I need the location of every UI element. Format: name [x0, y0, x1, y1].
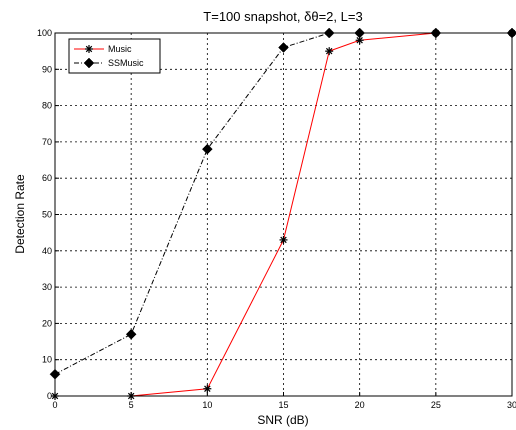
star-stroke — [85, 45, 93, 53]
legend: Music SSMusic — [68, 38, 161, 74]
chart-title: T=100 snapshot, δθ=2, L=3 — [203, 9, 362, 24]
y-tick-label: 60 — [42, 173, 52, 183]
star-stroke — [356, 37, 363, 44]
data-point-star — [203, 384, 212, 393]
legend-box — [68, 38, 161, 74]
grid — [55, 33, 512, 396]
x-tick-label: 20 — [355, 400, 365, 410]
y-tick-label: 50 — [42, 210, 52, 220]
y-tick-label: 80 — [42, 101, 52, 111]
series-ssmusic — [49, 27, 516, 380]
star-stroke — [204, 385, 211, 392]
data-point-diamond — [201, 143, 213, 155]
y-tick-label: 90 — [42, 64, 52, 74]
series-line — [55, 32, 512, 397]
y-tick-label: 0 — [47, 391, 52, 401]
y-tick-label: 20 — [42, 318, 52, 328]
legend-label: Music — [108, 44, 132, 54]
y-tick-label: 10 — [42, 355, 52, 365]
x-tick-label: 30 — [507, 400, 516, 410]
data-point-star — [85, 45, 93, 53]
plot-frame — [54, 32, 513, 397]
series-line — [54, 32, 512, 375]
data-point-star — [279, 235, 288, 244]
x-axis-label: SNR (dB) — [257, 413, 308, 427]
star-stroke — [280, 236, 287, 244]
star-stroke — [325, 47, 333, 55]
x-tick-label: 25 — [431, 400, 441, 410]
x-tick-label: 5 — [129, 400, 134, 410]
data-point-diamond — [83, 57, 95, 69]
y-tick-label: 100 — [37, 28, 52, 38]
legend-label: SSMusic — [108, 58, 144, 68]
data-point-diamond — [125, 328, 137, 340]
y-axis-label: Detection Rate — [13, 174, 27, 254]
y-tick-label: 70 — [42, 137, 52, 147]
data-point-diamond — [278, 42, 289, 53]
y-tick-label: 30 — [42, 282, 52, 292]
plot-area: 0 10 20 30 40 50 60 70 80 90 100 0 5 10 15 20 25 30 — [37, 27, 516, 410]
x-tick-label: 15 — [278, 400, 288, 410]
series-group — [49, 27, 516, 400]
x-tick-label: 0 — [52, 400, 57, 410]
data-point-star — [325, 47, 334, 56]
y-tick-label: 40 — [42, 246, 52, 256]
x-tick-label: 10 — [202, 400, 212, 410]
